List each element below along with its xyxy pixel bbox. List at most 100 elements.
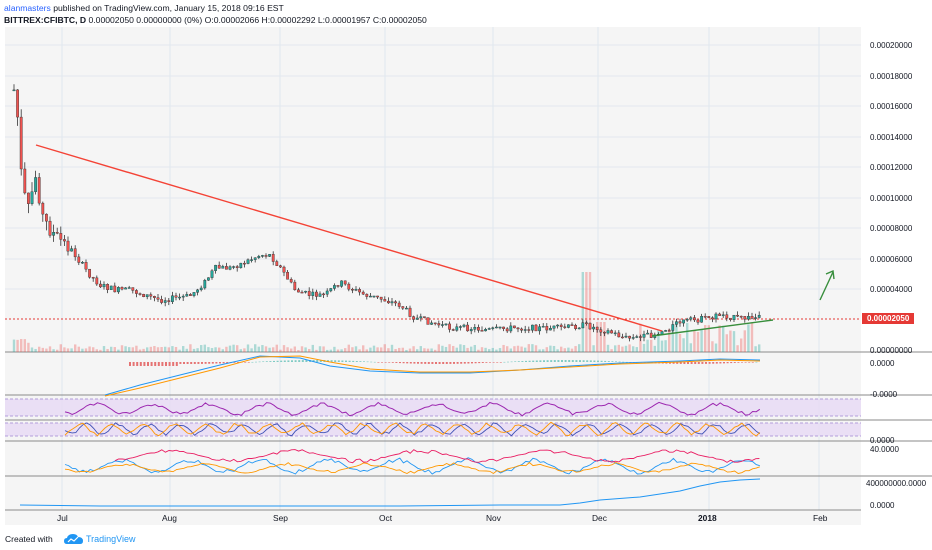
candle-body (577, 327, 581, 330)
macd-histogram-bar (348, 360, 351, 362)
macd-histogram-bar (276, 360, 279, 362)
time-label: Jul (57, 513, 68, 523)
candle-body (98, 283, 102, 288)
candle-body (631, 337, 635, 339)
volume-bar (27, 342, 30, 352)
volume-bar (192, 348, 196, 352)
volume-bar (448, 344, 451, 352)
volume-bar (41, 347, 44, 352)
price-label: 0.00006000 (870, 255, 913, 264)
macd-histogram-bar (161, 362, 164, 366)
volume-bar (243, 348, 246, 352)
volume-bar (758, 344, 761, 352)
candle-body (621, 336, 624, 339)
symbol-name[interactable]: BITTREX:CFIBTC, D (4, 15, 87, 25)
volume-bar (153, 346, 156, 352)
macd-pane (104, 355, 761, 397)
volume-bar (340, 349, 343, 352)
candle-body (304, 290, 307, 293)
macd-histogram-bar (553, 360, 556, 362)
macd-histogram-bar (273, 360, 275, 362)
green-support-line[interactable] (651, 319, 774, 337)
dmi-axis-label: 40.0000 (870, 445, 899, 454)
volume-bar (92, 347, 95, 352)
volume-bar (545, 347, 548, 352)
volume-bar (675, 324, 678, 352)
volume-bar (308, 348, 311, 352)
volume-bar (398, 347, 401, 352)
volume-bar (178, 349, 181, 352)
candle-body (84, 262, 88, 270)
red-trendline[interactable] (35, 144, 663, 332)
macd-histogram-bar (384, 362, 387, 363)
macd-histogram-bar (334, 360, 337, 362)
macd-histogram-bar (485, 362, 488, 363)
candle-body (502, 326, 505, 329)
candle-body (325, 290, 329, 295)
price-label: 0.00018000 (870, 72, 913, 81)
rsi-axis-label: -0.0000 (870, 390, 898, 399)
macd-histogram-bar (543, 360, 545, 362)
macd-histogram-bar (431, 362, 434, 364)
candle-body (646, 332, 650, 335)
candle-body (462, 324, 466, 327)
candle-body (217, 264, 221, 269)
candle-body (711, 317, 714, 320)
volume-bar (56, 349, 59, 352)
macd-histogram-bar (154, 362, 157, 366)
volume-bar (534, 345, 538, 352)
macd-histogram-bar (687, 362, 689, 364)
macd-histogram-bar (514, 361, 517, 362)
volume-bar (156, 347, 160, 352)
volume-bar (524, 347, 527, 352)
macd-histogram-bar (132, 362, 135, 366)
candle-body (451, 329, 455, 331)
author-link[interactable]: alanmasters (4, 3, 51, 13)
candle-body (567, 324, 570, 328)
candle-body (311, 291, 315, 296)
macd-histogram-bar (222, 362, 225, 364)
candle-body (639, 336, 642, 338)
price-label: 0.00012000 (870, 163, 913, 172)
candle-body (401, 306, 405, 309)
price-axis[interactable] (861, 27, 932, 525)
candle-body (480, 330, 484, 332)
candle-body (685, 319, 689, 321)
volume-bar (70, 348, 73, 352)
macd-histogram-bar (219, 362, 221, 364)
tradingview-link[interactable]: TradingView (86, 534, 136, 544)
macd-histogram-bar (179, 362, 182, 364)
macd-axis-label: 0.0000 (870, 359, 895, 368)
macd-histogram-bar (669, 362, 671, 364)
candle-body (487, 328, 491, 330)
candle-body (603, 331, 606, 334)
candle-body (210, 270, 214, 278)
candle-body (430, 322, 433, 325)
candle-body (116, 287, 120, 293)
candle-body (682, 319, 686, 324)
macd-histogram-bar (165, 362, 167, 366)
volume-bar (635, 347, 638, 352)
chart-area[interactable] (5, 27, 862, 525)
macd-histogram-bar (341, 360, 344, 362)
candle-body (714, 313, 718, 320)
volume-bar (66, 348, 70, 352)
volume-bar (682, 338, 685, 352)
up-arrow-icon (819, 269, 835, 301)
volume-bar (473, 344, 476, 352)
tradingview-cloud-icon[interactable] (64, 533, 84, 545)
volume-bar (336, 349, 340, 352)
volume-bar (394, 348, 397, 352)
volume-bar (99, 349, 102, 352)
candle-body (16, 89, 19, 118)
macd-histogram-bar (226, 362, 229, 364)
candle-body (318, 293, 322, 297)
volume-bar (423, 348, 426, 352)
candle-body (725, 314, 729, 319)
volume-bar (160, 347, 163, 352)
macd-histogram-bar (607, 361, 610, 362)
volume-bar (452, 345, 455, 352)
volume-bar (383, 344, 386, 352)
volume-bar (135, 345, 138, 352)
candle-body (477, 327, 480, 331)
